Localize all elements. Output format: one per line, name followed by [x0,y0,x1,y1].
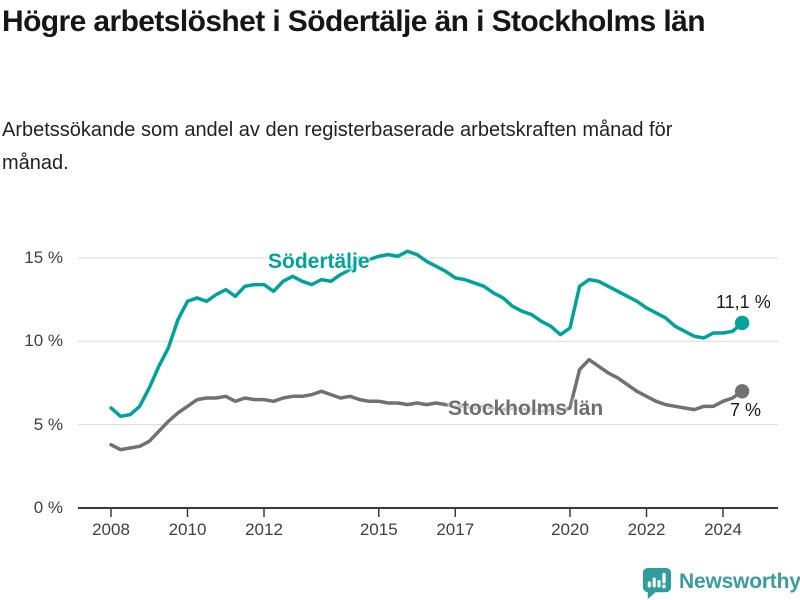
x-tick-label: 2024 [704,520,742,539]
series-line-stockholms-lan [109,357,744,452]
brand-name: Newsworthy [679,570,800,593]
x-tick-label: 2008 [92,520,130,539]
y-tick-label: 15 % [24,247,63,267]
brand-footer[interactable]: Newsworthy [640,565,800,599]
y-tick-label: 5 % [33,414,63,434]
series-label-stockholms-lan: Stockholms län [448,397,604,420]
x-tick-label: 2017 [436,520,475,539]
end-dot-sodertalje [734,315,750,331]
page-title: Högre arbetslöshet i Södertälje än i Sto… [2,5,706,38]
x-tick-label: 2015 [359,520,398,539]
end-dot-stockholms-lan [734,384,750,399]
x-tick-label: 2010 [168,520,207,539]
newsworthy-logo-icon [642,567,672,599]
series-line-sodertalje [109,249,744,419]
x-tick-label: 2022 [627,520,666,539]
end-value-sodertalje: 11,1 % [716,292,771,312]
end-value-stockholms-lan: 7 % [730,400,762,420]
x-tick-label: 2012 [245,520,283,539]
y-tick-label: 10 % [24,331,63,351]
y-tick-label: 0 % [33,498,63,517]
series-label-sodertalje: Södertälje [268,250,370,273]
chart-subtitle: Arbetssökande som andel av den registerb… [2,119,673,174]
x-tick-label: 2020 [551,520,589,539]
